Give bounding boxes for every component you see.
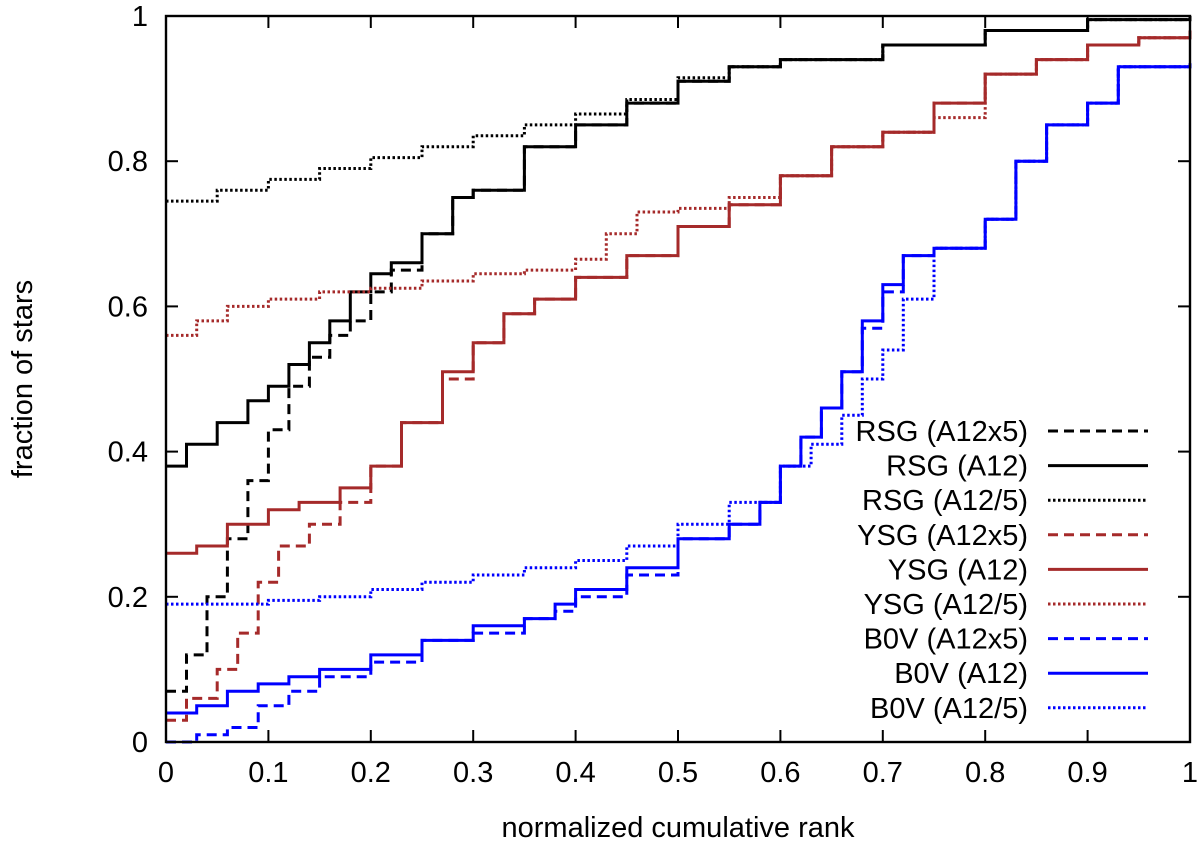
legend-label-3: YSG (A12x5) [857, 520, 1028, 552]
y-tick-label: 0.8 [108, 146, 148, 178]
x-tick-label: 0.1 [248, 757, 288, 789]
series-line-7 [166, 63, 1192, 715]
series-layer [166, 16, 1192, 744]
legend-label-7: B0V (A12) [894, 658, 1028, 690]
y-tick-label: 0.6 [108, 291, 148, 323]
series-line-3 [166, 30, 1192, 722]
series-line-5 [166, 30, 1192, 337]
legend-label-4: YSG (A12) [888, 554, 1028, 586]
y-tick-label: 0 [132, 727, 148, 759]
ticks-layer: 0 0.1 0.2 0.3 0.4 0.5 0.6 0.7 0.8 0.9 1 0 0.2 0.4 0.6 0… [108, 1, 1198, 789]
series-line-0 [166, 16, 1192, 693]
x-tick-label: 0.8 [965, 757, 1005, 789]
x-tick-label: 1 [1182, 757, 1198, 789]
y-axis-title: fraction of stars [7, 280, 39, 478]
y-tick-label: 0.4 [108, 437, 148, 469]
x-axis-title: normalized cumulative rank [502, 812, 855, 842]
legend: RSG (A12x5)RSG (A12)RSG (A12/5)YSG (A12x… [856, 416, 1148, 725]
x-tick-label: 0.5 [658, 757, 698, 789]
legend-label-0: RSG (A12x5) [856, 416, 1028, 448]
y-tick-label: 0.2 [108, 582, 148, 614]
legend-label-5: YSG (A12/5) [864, 589, 1028, 621]
legend-label-6: B0V (A12x5) [864, 624, 1028, 656]
x-tick-label: 0.3 [453, 757, 493, 789]
series-line-6 [166, 65, 1190, 744]
x-tick-label: 0.7 [863, 757, 903, 789]
series-line-2 [166, 16, 1192, 203]
legend-label-8: B0V (A12/5) [870, 693, 1028, 725]
x-tick-label: 0.2 [351, 757, 391, 789]
plot-frame [164, 14, 1192, 744]
x-tick-label: 0.9 [1067, 757, 1107, 789]
x-tick-label: 0.6 [760, 757, 800, 789]
x-tick-label: 0 [158, 757, 174, 789]
legend-label-1: RSG (A12) [886, 451, 1028, 483]
series-line-8 [166, 63, 1192, 606]
x-tick-label: 0.4 [555, 757, 595, 789]
y-tick-label: 1 [132, 1, 148, 33]
legend-label-2: RSG (A12/5) [862, 485, 1028, 517]
